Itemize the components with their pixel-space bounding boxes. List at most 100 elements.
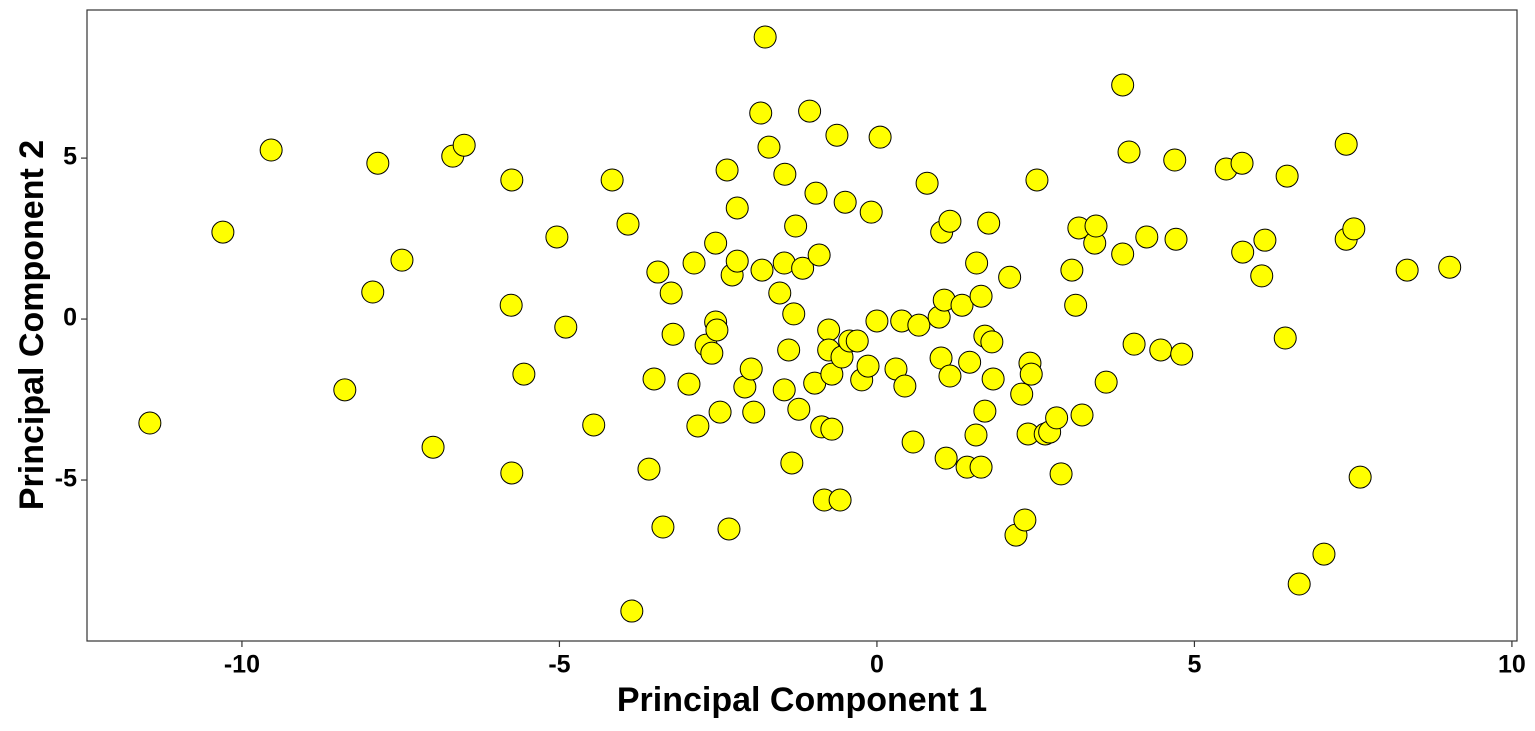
point (1049, 462, 1073, 486)
point (677, 372, 701, 396)
point (725, 196, 749, 220)
point (1149, 338, 1173, 362)
point (791, 256, 815, 280)
point (820, 417, 844, 441)
point (977, 211, 1001, 235)
point (1312, 542, 1336, 566)
point (798, 99, 822, 123)
point (1122, 332, 1146, 356)
point (1094, 370, 1118, 394)
point (452, 133, 476, 157)
point (1135, 225, 1159, 249)
point (893, 374, 917, 398)
plot-border (86, 9, 1518, 642)
point (938, 209, 962, 233)
y-axis-title: Principal Component 2 (13, 140, 51, 510)
point (1287, 572, 1311, 596)
point (825, 123, 849, 147)
point (600, 168, 624, 192)
point (725, 249, 749, 273)
point (708, 400, 732, 424)
point (772, 378, 796, 402)
point (773, 162, 797, 186)
point (804, 181, 828, 205)
point (1019, 362, 1043, 386)
point (686, 414, 710, 438)
y-tick-label: -5 (55, 465, 77, 493)
point (651, 515, 675, 539)
point (833, 190, 857, 214)
point (780, 451, 804, 475)
point (859, 200, 883, 224)
point (616, 212, 640, 236)
point (1250, 264, 1274, 288)
point (845, 329, 869, 353)
point (1334, 132, 1358, 156)
point (1253, 228, 1277, 252)
point (499, 293, 523, 317)
point (1170, 342, 1194, 366)
point (637, 457, 661, 481)
point (750, 258, 774, 282)
point (1342, 217, 1366, 241)
point (582, 413, 606, 437)
point (965, 251, 989, 275)
point (1164, 227, 1188, 251)
x-tick-label: -5 (548, 651, 570, 679)
point (938, 364, 962, 388)
point (704, 231, 728, 255)
point (828, 488, 852, 512)
point (1084, 214, 1108, 238)
point (1273, 326, 1297, 350)
point (868, 125, 892, 149)
point (646, 260, 670, 284)
point (1013, 508, 1037, 532)
y-tick-label: 5 (63, 143, 77, 171)
point (1045, 406, 1069, 430)
point (820, 362, 844, 386)
point (366, 151, 390, 175)
point (512, 362, 536, 386)
point (1395, 258, 1419, 282)
x-tick-label: 10 (1498, 651, 1526, 679)
point (1070, 403, 1094, 427)
point (865, 309, 889, 333)
point (1438, 255, 1462, 279)
point (757, 135, 781, 159)
point (361, 280, 385, 304)
point (901, 430, 925, 454)
point (390, 248, 414, 272)
point (661, 322, 685, 346)
point (1025, 168, 1049, 192)
point (1111, 242, 1135, 266)
point (980, 330, 1004, 354)
point (500, 461, 524, 485)
point (659, 281, 683, 305)
point (211, 220, 235, 244)
point (973, 399, 997, 423)
point (934, 446, 958, 470)
point (742, 400, 766, 424)
point (969, 455, 993, 479)
point (807, 243, 831, 267)
point (642, 367, 666, 391)
point (777, 338, 801, 362)
point (1111, 73, 1135, 97)
point (1230, 151, 1254, 175)
point (138, 411, 162, 435)
point (705, 318, 729, 342)
point (950, 293, 974, 317)
point (782, 302, 806, 326)
point (620, 599, 644, 623)
point (768, 281, 792, 305)
point (1348, 465, 1372, 489)
point (958, 350, 982, 374)
point (500, 168, 524, 192)
point (856, 354, 880, 378)
point (1060, 258, 1084, 282)
x-tick-label: 5 (1187, 651, 1201, 679)
point (969, 284, 993, 308)
x-tick-label: -10 (224, 651, 260, 679)
point (915, 171, 939, 195)
